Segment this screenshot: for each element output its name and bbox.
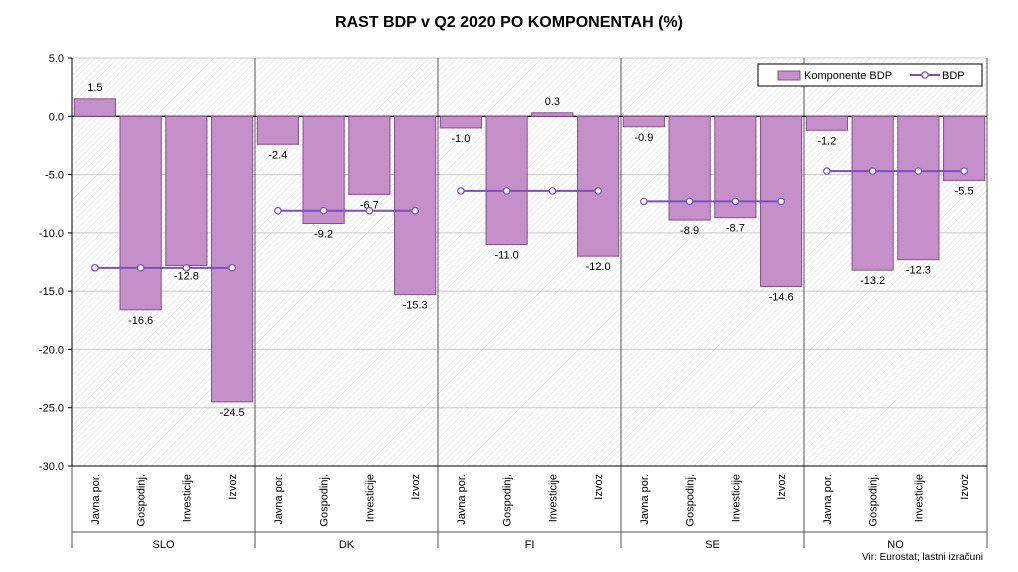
bar-fi-0	[439, 115, 482, 129]
category-label: Gospodinj.	[136, 474, 148, 527]
data-label: -1.2	[817, 135, 836, 147]
bar-slo-0	[73, 98, 116, 117]
category-label: Gospodinj.	[868, 474, 880, 527]
bar-fi-3	[577, 115, 620, 257]
data-label: -13.2	[860, 275, 885, 287]
data-label: -12.3	[906, 265, 931, 277]
source-note: Vir: Eurostat; lastni izračuni	[862, 552, 983, 563]
data-label: -2.4	[268, 149, 287, 161]
bar-dk-1	[302, 115, 345, 225]
bdp-marker	[777, 197, 785, 206]
bar-se-0	[622, 115, 665, 128]
category-label: Izvoz	[593, 474, 605, 500]
bdp-marker	[731, 197, 740, 206]
bdp-marker	[365, 206, 374, 215]
data-label: -16.6	[128, 315, 153, 327]
bdp-marker	[685, 197, 694, 206]
bdp-marker	[457, 187, 465, 195]
category-label: Investicije	[913, 474, 925, 522]
category-label: Izvoz	[776, 474, 788, 500]
bdp-marker	[914, 167, 923, 175]
group-label-se: SE	[705, 539, 720, 551]
data-label: -6.7	[360, 199, 379, 211]
category-label: Javna por.	[639, 474, 651, 525]
bdp-marker	[960, 167, 968, 175]
y-tick-label: -30.0	[39, 461, 64, 473]
plot-area	[72, 58, 987, 466]
bdp-marker	[823, 167, 831, 175]
bar-no-2	[897, 115, 940, 261]
category-label: Izvoz	[959, 474, 971, 500]
category-label: Gospodinj.	[685, 474, 697, 527]
data-label: -1.0	[451, 133, 470, 145]
legend-line-label: BDP	[942, 70, 965, 82]
bar-dk-3	[394, 115, 437, 296]
bar-dk-2	[348, 115, 391, 195]
data-label: 0.3	[545, 96, 560, 108]
legend-bar-swatch	[777, 70, 801, 81]
data-label: -5.5	[955, 185, 974, 197]
bdp-marker	[136, 264, 145, 272]
category-label: Izvoz	[410, 474, 422, 500]
bdp-marker	[228, 264, 236, 272]
bdp-marker	[319, 206, 328, 215]
group-label-no: NO	[887, 539, 904, 551]
y-tick-label: 5.0	[49, 53, 64, 65]
bdp-marker	[274, 206, 282, 215]
group-label-dk: DK	[339, 539, 355, 551]
bdp-marker	[548, 187, 557, 195]
bar-fi-1	[485, 115, 528, 246]
category-label: Investicije	[730, 474, 742, 522]
bdp-marker	[411, 206, 419, 215]
category-label: Javna por.	[90, 474, 102, 525]
data-label: -8.7	[726, 223, 745, 235]
bar-no-0	[805, 115, 848, 131]
y-tick-label: -5.0	[45, 170, 64, 182]
y-tick-label: -10.0	[39, 228, 64, 240]
data-label: -24.5	[220, 407, 245, 419]
category-label: Javna por.	[273, 474, 285, 525]
data-label: 1.5	[87, 82, 102, 94]
legend-box	[757, 63, 983, 87]
data-label: -12.8	[174, 270, 199, 282]
category-label: Investicije	[181, 474, 193, 522]
bar-slo-1	[119, 115, 162, 311]
category-label: Javna por.	[456, 474, 468, 525]
category-label: Investicije	[547, 474, 559, 522]
legend-bar-label: Komponente BDP	[804, 70, 892, 82]
y-tick-label: -20.0	[39, 344, 64, 356]
data-label: -8.9	[680, 225, 699, 237]
bdp-marker	[594, 187, 602, 195]
chart-title: RAST BDP v Q2 2020 PO KOMPONENTAH (%)	[335, 14, 683, 31]
group-label-slo: SLO	[152, 539, 174, 551]
data-label: -0.9	[634, 132, 653, 144]
group-label-fi: FI	[525, 539, 535, 551]
category-label: Investicije	[364, 474, 376, 522]
bar-slo-2	[165, 115, 208, 266]
data-label: -11.0	[494, 250, 518, 262]
bar-no-1	[851, 115, 894, 271]
legend-line-marker	[921, 71, 929, 79]
category-label: Gospodinj.	[319, 474, 331, 527]
bar-slo-3	[211, 115, 254, 403]
category-label: Gospodinj.	[502, 474, 514, 527]
y-tick-label: -25.0	[39, 403, 64, 415]
bdp-marker	[182, 264, 191, 272]
data-label: -15.3	[403, 300, 428, 312]
bdp-marker	[640, 197, 648, 206]
data-label: -12.0	[586, 261, 611, 273]
data-label: -14.6	[769, 291, 794, 303]
bar-fi-2	[531, 112, 574, 117]
bdp-marker	[868, 167, 877, 175]
category-label: Izvoz	[227, 474, 239, 500]
y-tick-label: -15.0	[39, 286, 64, 298]
bdp-marker	[91, 264, 99, 272]
y-tick-label: 0.0	[49, 111, 64, 123]
category-label: Javna por.	[822, 474, 834, 525]
data-label: -9.2	[314, 229, 333, 241]
bdp-marker	[502, 187, 511, 195]
bar-dk-0	[256, 115, 299, 145]
